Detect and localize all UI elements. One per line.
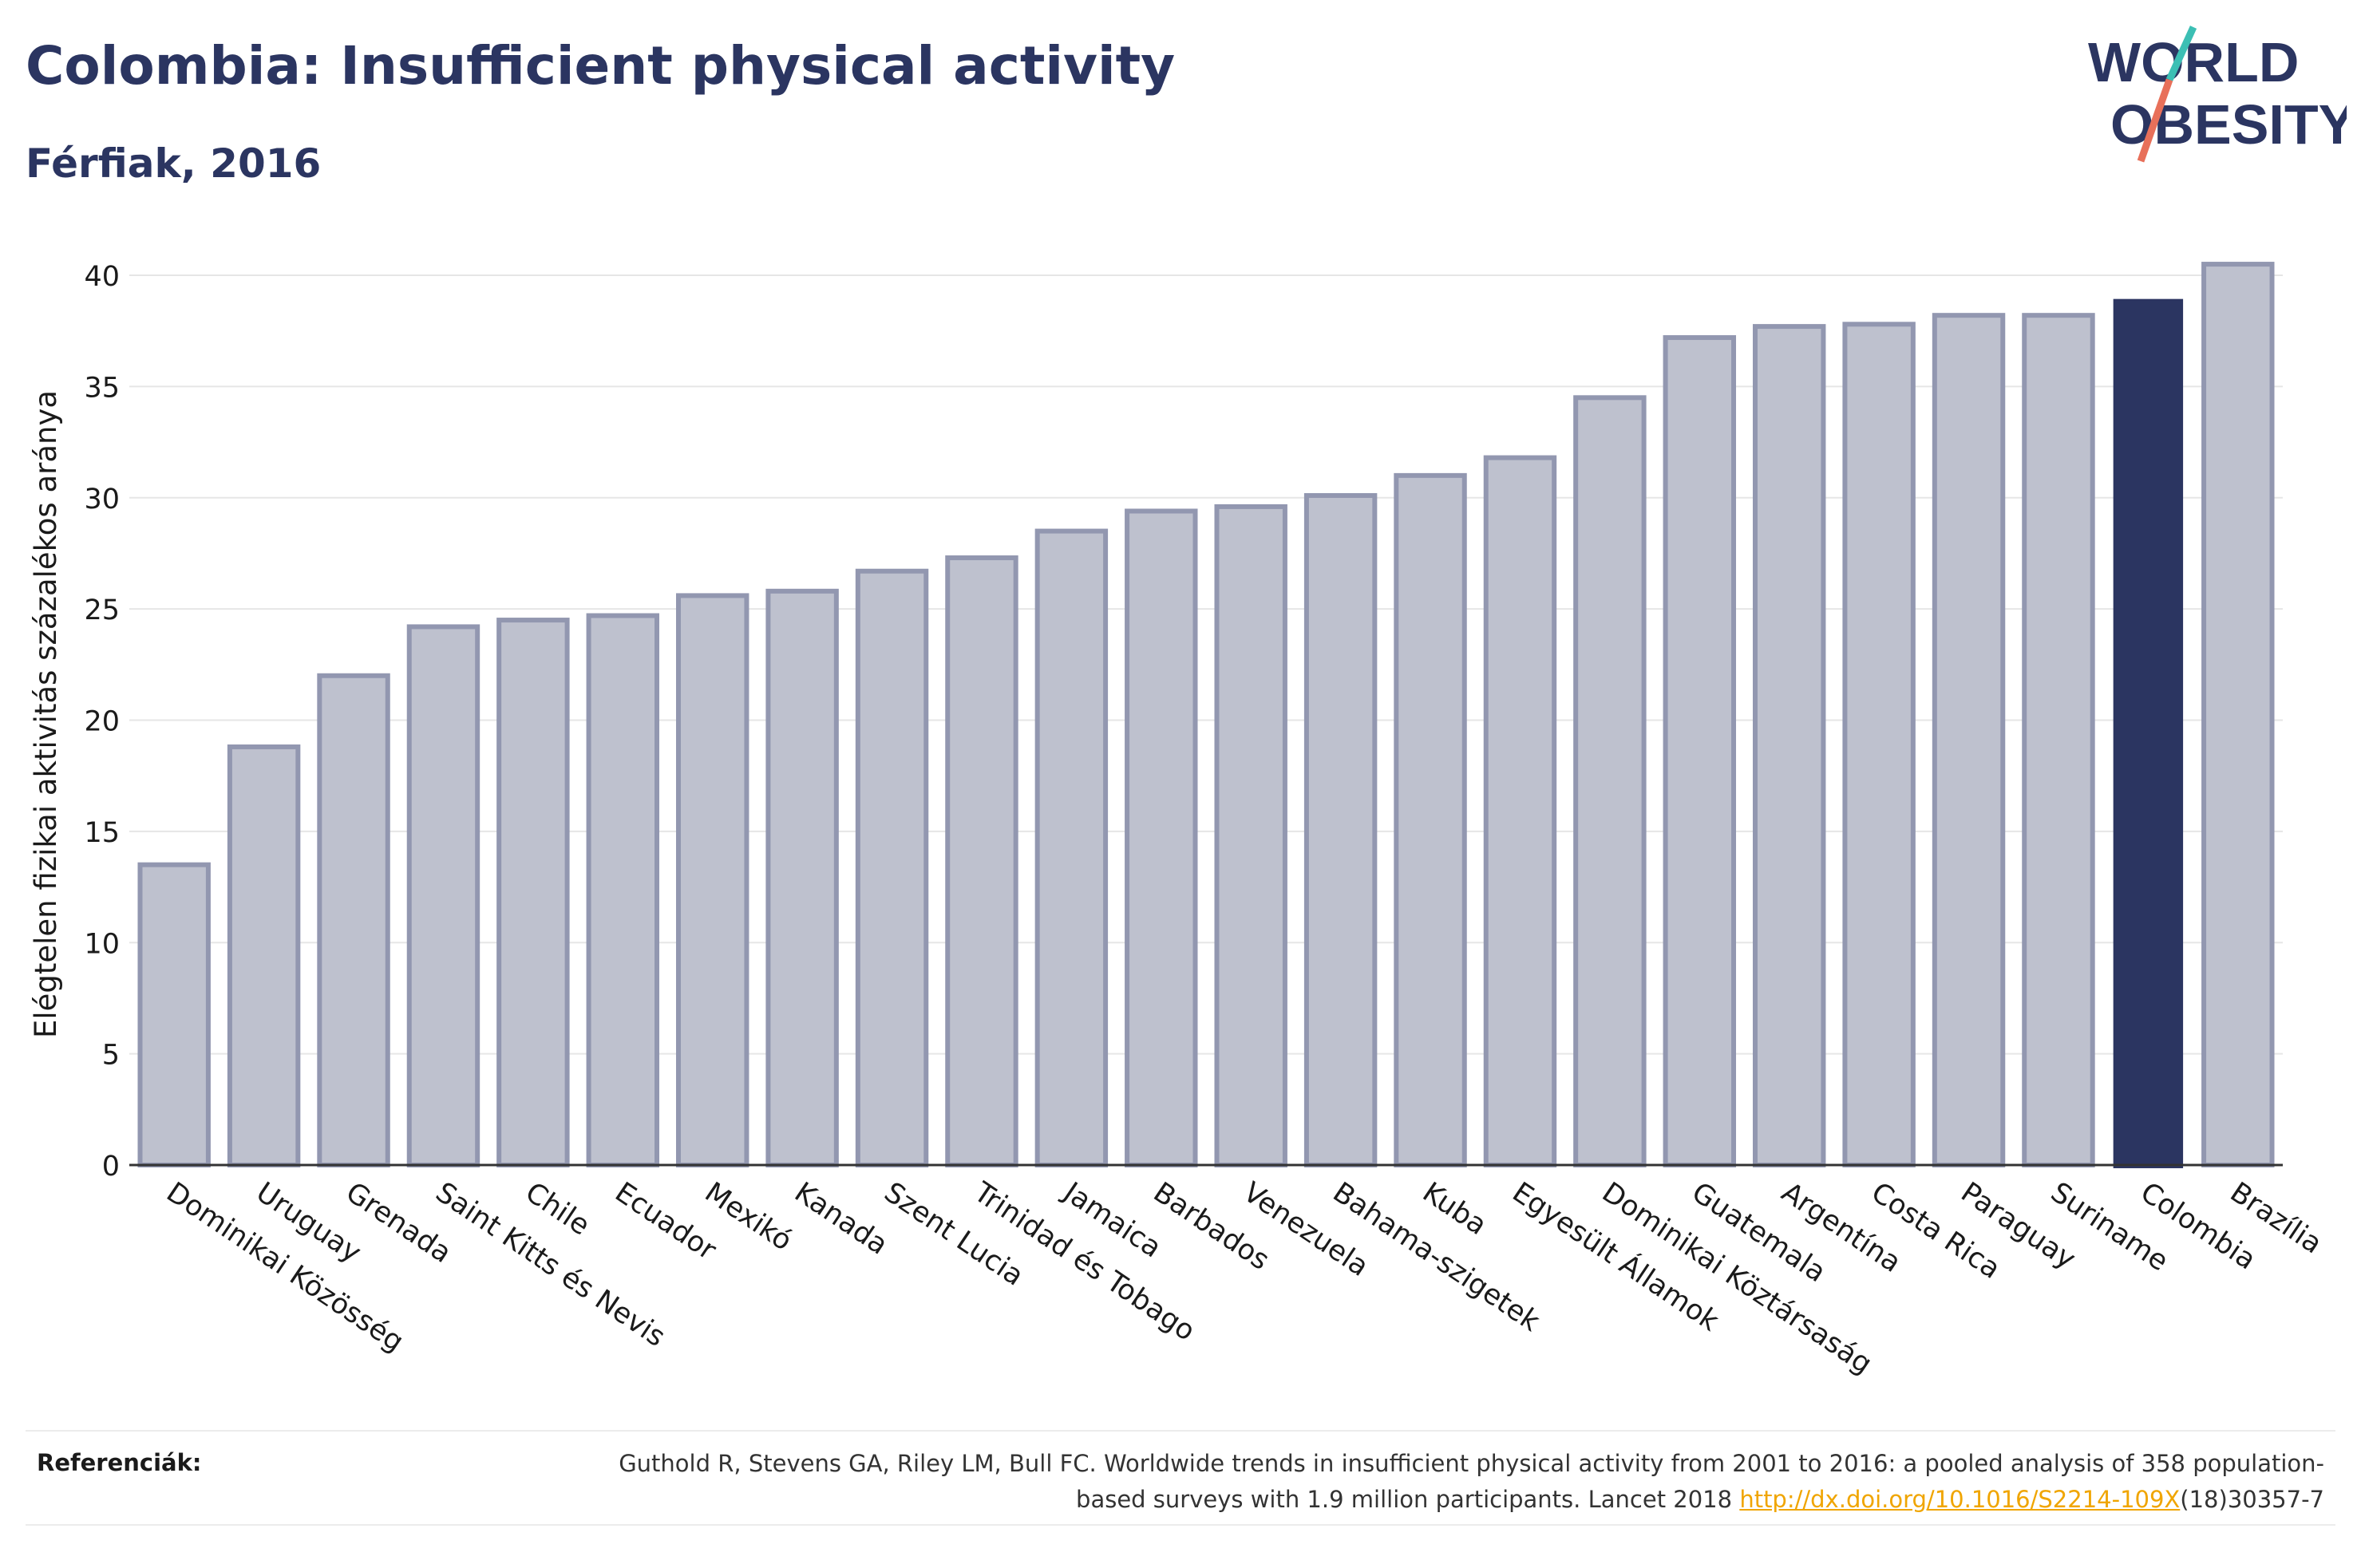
bar-venezuela [1214, 504, 1287, 1167]
footer-divider-bottom [26, 1524, 2335, 1526]
y-tick-label: 20 [84, 706, 120, 738]
bar-dominikai-k-zt-rsas-g [1573, 395, 1647, 1167]
y-tick-label: 35 [84, 372, 120, 404]
bar-costa-rica [1842, 322, 1916, 1168]
y-axis-label: Elégtelen fizikai aktivitás százalékos a… [29, 390, 63, 1038]
references-label: Referenciák: [37, 1449, 202, 1476]
bar-dominikai-k-z-ss-g [137, 862, 211, 1167]
bar-paraguay [1932, 313, 2006, 1167]
logo-slash-teal [2165, 26, 2197, 81]
world-obesity-logo: WORLD OBESITY [2088, 26, 2347, 163]
chart-title: Colombia: Insufficient physical activity [26, 35, 1176, 97]
y-tick-label: 0 [102, 1151, 120, 1183]
logo-line1: WORLD [2088, 31, 2299, 93]
bar-trinidad-s-tobago [945, 555, 1018, 1167]
bars [137, 262, 2275, 1169]
bar-chile [496, 618, 570, 1167]
y-tick-label: 10 [84, 928, 120, 960]
y-tick-label: 5 [102, 1040, 120, 1072]
x-tick-label: Kanada [789, 1176, 893, 1261]
reference-citation: Guthold R, Stevens GA, Riley LM, Bull FC… [619, 1450, 2324, 1513]
bar-colombia [2113, 298, 2184, 1169]
reference-doi-link[interactable]: http://dx.doi.org/10.1016/S2214-109X [1739, 1486, 2181, 1513]
bar-jamaica [1034, 528, 1109, 1167]
y-tick-label: 25 [84, 594, 120, 626]
y-tick-label: 30 [84, 484, 120, 515]
reference-suffix: (18)30357-7 [2180, 1486, 2324, 1513]
bar-grenada [317, 673, 390, 1167]
y-tick-labels: 0 5 10 15 20 25 30 35 40 [84, 261, 120, 1183]
bar-saint-kitts-s-nevis [406, 624, 481, 1167]
bar-argent-na [1752, 324, 1826, 1167]
bar-mexik- [675, 593, 749, 1167]
bar-uruguay [227, 744, 301, 1167]
footer-divider-top [26, 1430, 2335, 1432]
bar-kanada [765, 588, 839, 1167]
x-tick-label: Ecuador [609, 1176, 722, 1266]
y-tick-label: 40 [84, 261, 120, 293]
bar-braz-lia [2201, 262, 2275, 1167]
reference-text: Guthold R, Stevens GA, Riley LM, Bull FC… [568, 1446, 2324, 1518]
chart-subtitle: Férfiak, 2016 [26, 140, 322, 187]
y-tick-label: 15 [84, 817, 120, 849]
bar-chart: 0 5 10 15 20 25 30 35 40 Dominikai KözösségUrugu… [29, 261, 2327, 1380]
bar-kuba [1394, 472, 1467, 1167]
bar-bahama-szigetek [1303, 492, 1378, 1167]
bar-egyes-lt-llamok [1483, 455, 1557, 1167]
bar-suriname [2022, 313, 2095, 1167]
bar-ecuador [586, 613, 660, 1167]
bar-barbados [1125, 508, 1198, 1167]
bar-guatemala [1663, 335, 1737, 1167]
bar-szent-lucia [855, 568, 929, 1167]
logo-slash-coral [2137, 78, 2173, 163]
